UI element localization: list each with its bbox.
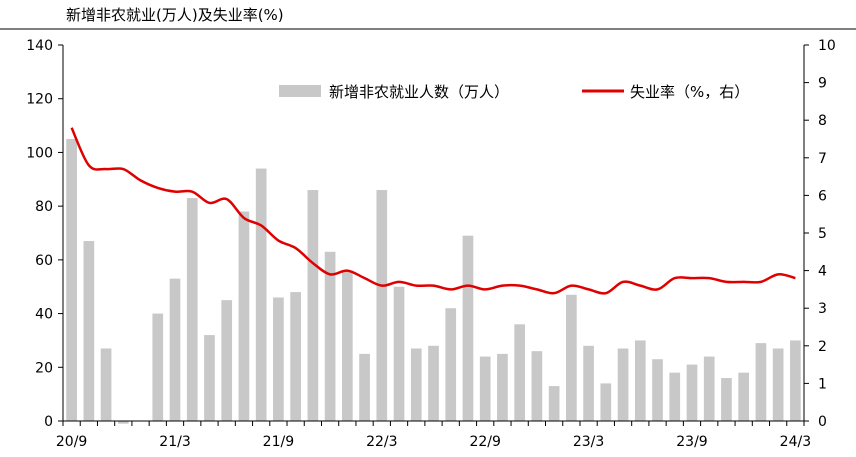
bar [600,383,612,421]
y-left-tick-label: 140 [26,38,53,54]
y-right-tick-label: 0 [818,414,827,430]
bar [634,340,646,421]
legend-label-bars: 新增非农就业人数（万人） [329,83,509,101]
bar [117,421,129,424]
legend: 新增非农就业人数（万人） 失业率（%，右） [279,83,749,101]
x-tick-label: 23/9 [676,434,707,450]
y-left-tick-label: 40 [35,307,53,323]
y-right-tick-label: 3 [818,301,827,317]
bar [169,278,181,421]
bar [324,251,336,421]
y-right-tick-label: 7 [818,151,827,167]
bar [290,292,301,421]
bar [152,313,164,421]
chart-title: 新增非农就业(万人)及失业率(%) [66,6,284,24]
x-tick-label: 22/3 [366,434,397,450]
axes: 0 20 40 60 80 100 120 140 0 1 2 3 4 5 6 7 8 9 10 20/9 21/3 21… [26,38,836,450]
y-right-tick-label: 1 [818,376,827,392]
bar [617,348,629,421]
legend-label-line: 失业率（%，右） [630,83,749,101]
y-right-tick-label: 9 [818,76,827,92]
y-left-tick-label: 100 [26,145,53,161]
x-tick-label: 22/9 [469,434,500,450]
bar [531,351,543,421]
bar [342,270,353,421]
bar [376,190,388,421]
bar [548,386,560,421]
bar [497,353,508,421]
bar [393,286,405,421]
bar [514,324,525,421]
bar [755,343,767,421]
bar [307,190,319,421]
bar [738,372,750,421]
y-right-tick-label: 6 [818,188,827,204]
unemployment-rate-line [70,127,796,295]
bar [410,348,422,421]
y-right-tick-label: 5 [818,226,827,242]
bar [669,372,681,421]
bar [703,356,715,421]
bar [238,211,250,421]
bar [359,353,370,421]
bar [686,364,698,421]
y-left-tick-label: 80 [35,199,53,215]
bar [100,348,112,421]
bar [83,241,95,421]
x-tick-label: 24/3 [780,434,811,450]
y-right-tick-label: 4 [818,264,827,280]
x-tick-label: 21/3 [159,434,190,450]
y-left-tick-label: 120 [26,92,53,108]
bar [255,168,267,421]
bar [721,378,732,421]
y-left-tick-label: 20 [35,360,53,376]
bar [428,345,439,421]
bar-series [66,139,801,424]
x-tick-label: 21/9 [263,434,294,450]
y-left-tick-label: 60 [35,253,53,269]
bar [479,356,491,421]
x-tick-label: 23/3 [573,434,604,450]
y-right-tick-label: 10 [818,38,836,54]
bar [652,359,663,421]
bar [790,340,801,421]
bar [273,297,284,421]
y-left-tick-label: 0 [44,414,53,430]
y-right-tick-label: 2 [818,339,827,355]
bar [462,235,474,421]
bar [772,348,784,421]
x-tick-label: 20/9 [56,434,87,450]
bar [66,139,77,421]
legend-swatch-bars [279,85,321,97]
bar [566,294,577,421]
bar [445,308,457,421]
line-series [70,127,796,295]
bar [204,335,215,421]
bar [221,300,233,421]
bar [186,198,198,421]
bar [583,345,594,421]
y-right-tick-label: 8 [818,113,827,129]
